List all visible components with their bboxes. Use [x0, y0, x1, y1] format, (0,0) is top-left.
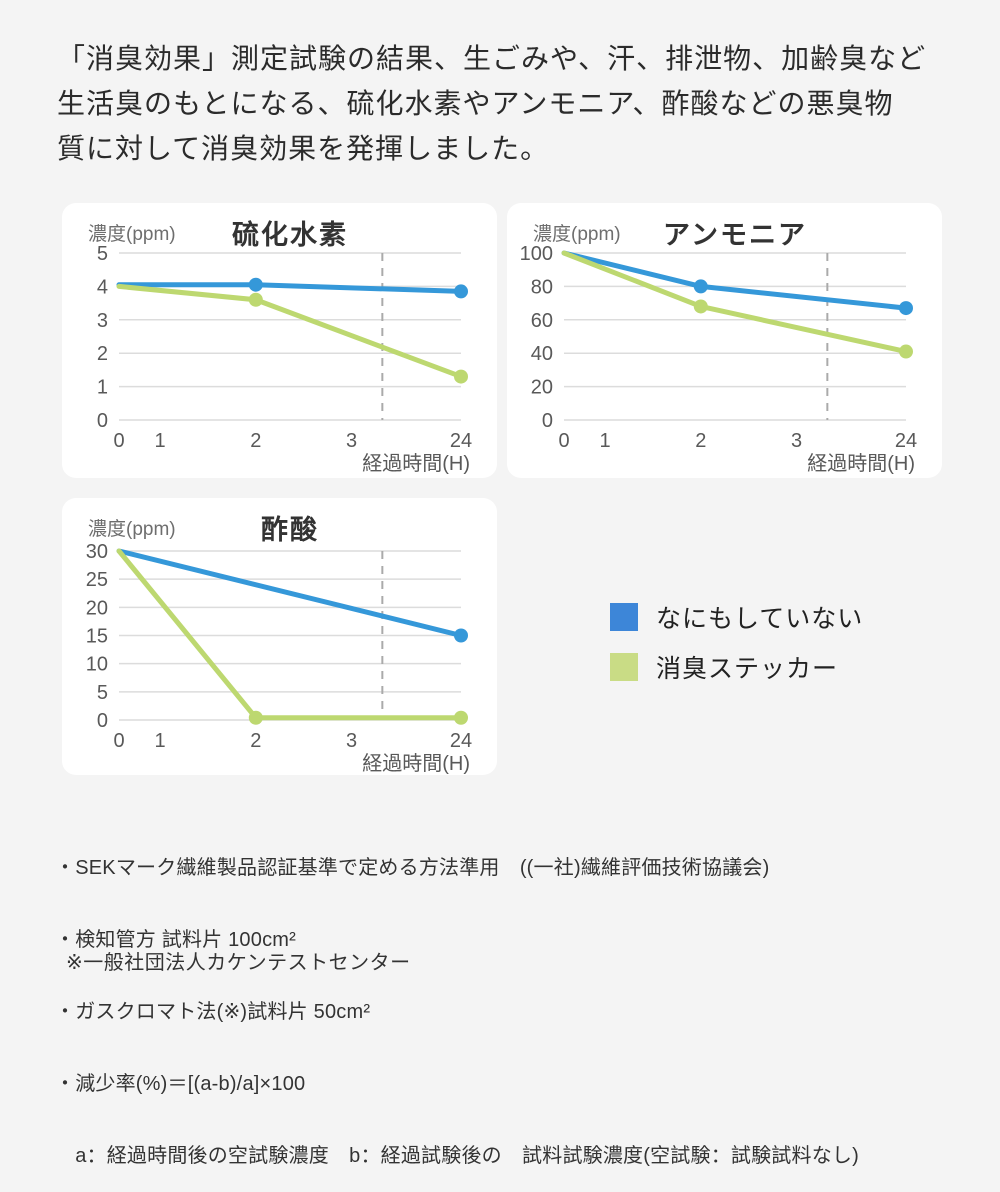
- svg-text:2: 2: [250, 730, 261, 752]
- header-line: 質に対して消臭効果を発揮しました。: [57, 133, 550, 164]
- footnote-line: ・ガスクロマト法(※)試料片 50cm²: [55, 1001, 371, 1023]
- legend: なにもしていない 消臭ステッカー: [610, 603, 863, 703]
- svg-text:24: 24: [450, 730, 472, 752]
- svg-text:経過時間(H): 経過時間(H): [807, 452, 915, 475]
- svg-text:25: 25: [86, 569, 108, 591]
- svg-text:1: 1: [154, 730, 165, 752]
- svg-text:濃度(ppm): 濃度(ppm): [88, 518, 176, 540]
- svg-text:20: 20: [86, 597, 108, 619]
- svg-text:酢酸: 酢酸: [261, 515, 319, 545]
- svg-text:3: 3: [346, 430, 357, 452]
- svg-text:0: 0: [113, 430, 124, 452]
- svg-text:3: 3: [346, 730, 357, 752]
- chart-panel-hydrogen-sulfide: 0 1 2 3 4 5 0 1 2 3 24 硫化水素 濃度(ppm) 経過時間(H): [62, 203, 497, 478]
- legend-swatch-green: [610, 653, 638, 681]
- svg-text:5: 5: [97, 243, 108, 265]
- header-line: 「消臭効果」測定試験の結果、生ごみや、汗、排泄物、加齢臭など: [57, 43, 927, 74]
- footnote-line: a：経過時間後の空試験濃度 b：経過試験後の 試料試験濃度(空試験：試験試料なし…: [55, 1145, 859, 1167]
- svg-text:40: 40: [531, 343, 553, 365]
- svg-text:10: 10: [86, 654, 108, 676]
- svg-text:3: 3: [97, 310, 108, 332]
- svg-text:硫化水素: 硫化水素: [232, 219, 348, 250]
- svg-text:濃度(ppm): 濃度(ppm): [88, 223, 176, 245]
- svg-text:0: 0: [542, 410, 553, 432]
- svg-text:濃度(ppm): 濃度(ppm): [533, 223, 621, 245]
- legend-swatch-blue: [610, 603, 638, 631]
- svg-text:24: 24: [450, 430, 472, 452]
- header-text: 「消臭効果」測定試験の結果、生ごみや、汗、排泄物、加齢臭など 生活臭のもとになる…: [57, 36, 926, 171]
- legend-label: なにもしていない: [656, 605, 864, 633]
- svg-text:0: 0: [97, 710, 108, 732]
- test-center-note: ※一般社団法人カケンテストセンター: [66, 952, 411, 974]
- svg-text:3: 3: [791, 430, 802, 452]
- footnote-line: ・検知管方 試料片 100cm²: [55, 929, 297, 951]
- svg-text:15: 15: [86, 626, 108, 648]
- svg-text:1: 1: [599, 430, 610, 452]
- svg-text:1: 1: [97, 377, 108, 399]
- svg-text:2: 2: [97, 343, 108, 365]
- legend-item-untreated: なにもしていない: [610, 603, 863, 633]
- svg-text:30: 30: [86, 541, 108, 563]
- footnote-line: ・SEKマーク繊維製品認証基準で定める方法準用 ((一社)繊維評価技術協議会): [55, 857, 770, 879]
- svg-text:2: 2: [695, 430, 706, 452]
- chart-panel-acetic-acid: 0 5 10 15 20 25 30 0 1 2 3 24 酢酸 濃度(ppm) 経過時間(H): [62, 498, 497, 775]
- chart-panel-ammonia: 0 20 40 60 80 100 0 1 2 3 24 アンモニア 濃度(ppm) 経過時間(H): [507, 203, 942, 478]
- svg-text:経過時間(H): 経過時間(H): [362, 752, 470, 775]
- svg-text:4: 4: [97, 276, 108, 298]
- svg-text:20: 20: [531, 377, 553, 399]
- footnotes: ・SEKマーク繊維製品認証基準で定める方法準用 ((一社)繊維評価技術協議会) …: [55, 808, 859, 1192]
- svg-text:5: 5: [97, 682, 108, 704]
- svg-text:0: 0: [558, 430, 569, 452]
- svg-text:経過時間(H): 経過時間(H): [362, 452, 470, 475]
- header-line: 生活臭のもとになる、硫化水素やアンモニア、酢酸などの悪臭物: [57, 88, 894, 119]
- svg-text:80: 80: [531, 276, 553, 298]
- legend-label: 消臭ステッカー: [656, 655, 839, 683]
- svg-text:1: 1: [154, 430, 165, 452]
- svg-text:24: 24: [895, 430, 917, 452]
- svg-text:2: 2: [250, 430, 261, 452]
- svg-text:0: 0: [113, 730, 124, 752]
- hydrogen-sulfide-line-chart: 0 1 2 3 4 5 0 1 2 3 24 硫化水素 濃度(ppm) 経過時間(H): [88, 219, 472, 475]
- svg-text:アンモニア: アンモニア: [663, 220, 807, 250]
- svg-text:0: 0: [97, 410, 108, 432]
- svg-text:60: 60: [531, 310, 553, 332]
- acetic-acid-line-chart: 0 5 10 15 20 25 30 0 1 2 3 24 酢酸 濃度(ppm) 経過時間(H): [86, 515, 472, 775]
- svg-text:100: 100: [520, 243, 553, 265]
- ammonia-line-chart: 0 20 40 60 80 100 0 1 2 3 24 アンモニア 濃度(ppm) 経過時間(H): [520, 220, 918, 475]
- footnote-line: ・減少率(%)＝[(a-b)/a]×100: [55, 1073, 306, 1095]
- legend-item-deodorant-sticker: 消臭ステッカー: [610, 653, 863, 683]
